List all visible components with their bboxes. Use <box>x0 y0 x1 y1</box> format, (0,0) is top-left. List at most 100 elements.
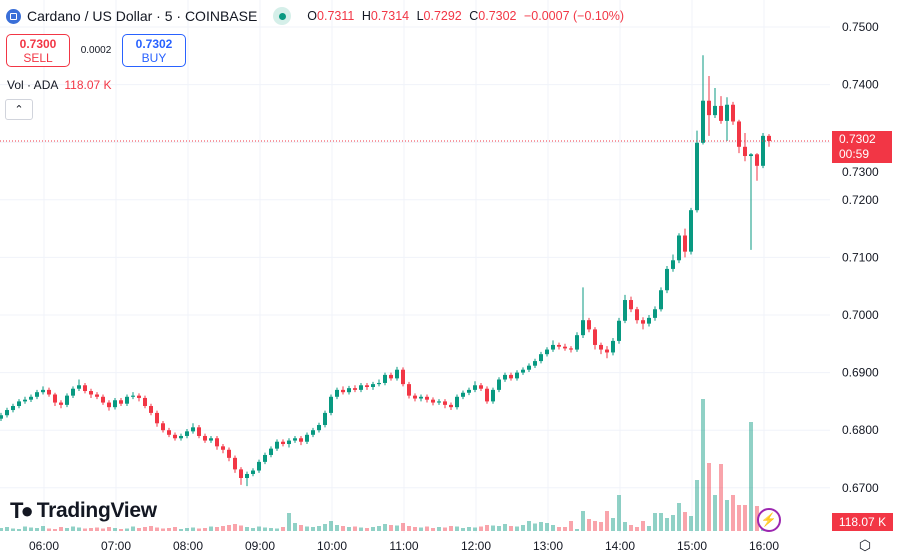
candle-body <box>635 309 639 321</box>
candle-down <box>203 433 207 443</box>
candle-body <box>287 440 291 445</box>
collapse-legend-button[interactable]: ⌃ <box>5 99 33 120</box>
candle-down <box>587 317 591 333</box>
candle-body <box>395 369 399 379</box>
buy-button[interactable]: 0.7302 BUY <box>122 34 186 67</box>
candle-body <box>617 320 621 341</box>
candle-body <box>431 399 435 403</box>
candle-body <box>23 399 27 402</box>
candle-down <box>365 382 369 390</box>
sell-button[interactable]: 0.7300 SELL <box>6 34 70 67</box>
candle-down <box>149 403 153 416</box>
candle-up <box>371 381 375 390</box>
volume-bar <box>737 505 741 531</box>
candle-body <box>629 300 633 310</box>
candle-down <box>407 381 411 399</box>
candle-body <box>515 372 519 379</box>
close-value: 0.7302 <box>478 9 517 23</box>
candle-up <box>287 438 291 448</box>
time-tick-label: 07:00 <box>101 539 131 553</box>
symbol-title[interactable]: Cardano / US Dollar · 5 · COINBASE <box>27 8 258 24</box>
volume-bar <box>341 526 345 531</box>
volume-bar <box>395 525 399 531</box>
candle-down <box>197 425 201 439</box>
candle-body <box>125 396 129 404</box>
candle-body <box>605 349 609 353</box>
candle-body <box>275 441 279 449</box>
candle-down <box>731 101 735 125</box>
candle-up <box>461 390 465 400</box>
volume-bar <box>563 527 567 531</box>
candle-body <box>755 154 759 166</box>
candle-up <box>269 446 273 458</box>
time-axis[interactable]: 06:00 07:00 08:00 09:00 10:00 11:00 12:00 13:00… <box>29 539 779 553</box>
candle-down <box>47 387 51 397</box>
candle-up <box>473 381 477 393</box>
candle-down <box>95 392 99 400</box>
candle-body <box>377 382 381 385</box>
candle-up <box>131 392 135 400</box>
settings-icon[interactable]: ⬡ <box>858 537 872 553</box>
candle-down <box>107 400 111 411</box>
candle-body <box>77 385 81 389</box>
candle-body <box>293 438 297 441</box>
volume-legend-value: 118.07 K <box>64 78 112 92</box>
candle-down <box>413 393 417 402</box>
volume-bar <box>89 528 93 531</box>
candle-body <box>401 369 405 385</box>
candle-up <box>71 386 75 398</box>
candle-up <box>209 435 213 443</box>
candle-body <box>491 389 495 402</box>
volume-bar <box>317 526 321 531</box>
time-tick-label: 14:00 <box>605 539 635 553</box>
lightning-icon[interactable]: ⚡ <box>757 508 781 532</box>
candle-down <box>443 399 447 409</box>
candle-body <box>695 142 699 211</box>
candle-up <box>359 382 363 393</box>
candle-up <box>725 97 729 142</box>
candle-body <box>719 105 723 121</box>
time-tick-label: 10:00 <box>317 539 347 553</box>
candle-body <box>101 396 105 403</box>
candle-body <box>569 348 573 350</box>
tradingview-logo[interactable]: T● TradingView <box>10 498 157 524</box>
volume-legend-label[interactable]: Vol · ADA <box>7 78 59 92</box>
candle-up <box>521 367 525 375</box>
candle-body <box>239 469 243 479</box>
volume-bar <box>497 526 501 531</box>
candle-body <box>161 423 165 431</box>
candle-body <box>497 379 501 390</box>
candle-body <box>113 400 117 408</box>
time-tick-label: 11:00 <box>389 539 418 553</box>
candle-up <box>275 439 279 451</box>
volume-bar <box>461 528 465 531</box>
volume-bar <box>185 528 189 531</box>
candle-up <box>503 372 507 382</box>
volume-bar <box>743 505 747 531</box>
volume-bar <box>503 524 507 531</box>
volume-bar <box>467 527 471 531</box>
volume-bar <box>521 525 525 531</box>
candle-body <box>551 344 555 350</box>
volume-bar <box>269 528 273 531</box>
candle-body <box>11 406 15 411</box>
candle-up <box>383 372 387 386</box>
price-tick-label: 0.7300 <box>842 165 879 179</box>
candle-up <box>179 433 183 441</box>
candle-up <box>551 340 555 352</box>
volume-bar <box>155 527 159 531</box>
volume-bar <box>377 526 381 531</box>
candle-up <box>539 351 543 364</box>
candle-body <box>209 438 213 441</box>
candle-body <box>509 374 513 379</box>
candle-body <box>191 427 195 432</box>
volume-bar <box>131 526 135 531</box>
price-tick-label: 0.7200 <box>842 193 879 207</box>
volume-bar <box>53 529 57 531</box>
price-axis[interactable]: 0.7500 0.7400 0.7300 0.7200 0.7100 0.7000 0.69… <box>842 20 879 495</box>
candle-down <box>635 306 639 324</box>
volume-legend: Vol · ADA 118.07 K <box>7 78 112 92</box>
volume-bar <box>665 518 669 531</box>
candle-up <box>323 410 327 428</box>
